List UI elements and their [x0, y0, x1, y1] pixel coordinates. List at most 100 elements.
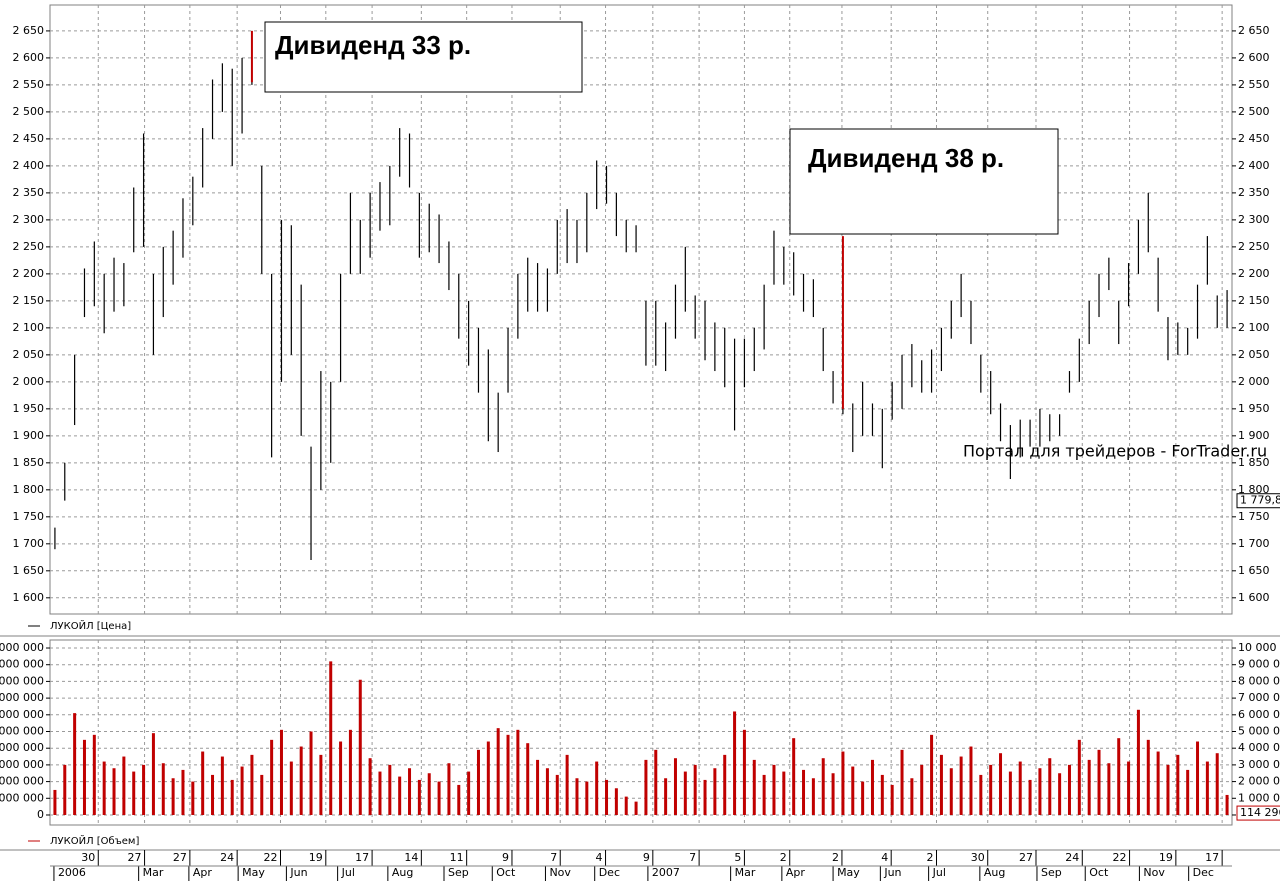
- volume-bar: [585, 781, 589, 815]
- volume-bar: [388, 764, 392, 815]
- month-label: Sep: [448, 866, 469, 879]
- y-tick-label: 2 600: [13, 51, 45, 64]
- y-tick-label: 3 000 000: [1238, 758, 1280, 771]
- x-tick-label: 2: [927, 851, 934, 864]
- y-tick-label: 1 600: [13, 591, 45, 604]
- volume-bar: [102, 761, 106, 815]
- volume-bar: [181, 769, 185, 815]
- month-label: Aug: [984, 866, 1005, 879]
- y-tick-label: 1 750: [13, 510, 45, 523]
- volume-bar: [289, 761, 293, 815]
- volume-bar: [378, 771, 382, 815]
- month-label: Sep: [1041, 866, 1062, 879]
- volume-bar: [555, 774, 559, 815]
- volume-bar: [1117, 738, 1121, 815]
- y-tick-label: 2 600: [1238, 51, 1270, 64]
- volume-bar: [979, 774, 983, 815]
- y-tick-label: 10 000 000: [1238, 641, 1280, 654]
- y-tick-label: 2 250: [1238, 240, 1270, 253]
- volume-bar: [821, 758, 825, 815]
- x-tick-label: 2: [832, 851, 839, 864]
- volume-bar: [329, 661, 333, 815]
- volume-bar: [457, 784, 461, 815]
- y-tick-label: 2 650: [13, 24, 45, 37]
- x-tick-label: 14: [404, 851, 418, 864]
- y-tick-label: 2 200: [13, 267, 45, 280]
- y-tick-label: 8 000 000: [0, 674, 44, 687]
- y-tick-label: 1 950: [1238, 402, 1270, 415]
- plot-frame: [49, 639, 1233, 826]
- y-tick-label: 1 000 000: [1238, 791, 1280, 804]
- volume-bar: [870, 759, 874, 815]
- volume-bar: [368, 758, 372, 815]
- volume-bar: [151, 733, 155, 815]
- month-label: Jul: [932, 866, 946, 879]
- x-tick-label: 24: [1065, 851, 1079, 864]
- volume-bar: [1156, 751, 1160, 815]
- month-label: Nov: [1143, 866, 1165, 879]
- last-value-label: 114 296: [1240, 806, 1280, 819]
- volume-bar: [742, 729, 746, 815]
- y-tick-label: 2 500: [1238, 105, 1270, 118]
- y-tick-label: 2 500: [13, 105, 45, 118]
- volume-bar: [279, 729, 283, 815]
- y-tick-label: 7 000 000: [1238, 691, 1280, 704]
- volume-bar: [516, 729, 520, 815]
- volume-bar: [949, 768, 953, 815]
- volume-bar: [260, 774, 264, 815]
- x-tick-label: 19: [309, 851, 323, 864]
- volume-bar: [398, 776, 402, 815]
- volume-bar: [92, 734, 96, 815]
- y-tick-label: 2 550: [13, 78, 45, 91]
- month-label: Dec: [599, 866, 620, 879]
- month-label: Mar: [735, 866, 756, 879]
- volume-bar: [230, 779, 234, 815]
- legend-label: ЛУКОЙЛ [Объем]: [50, 834, 139, 847]
- y-tick-label: 2 650: [1238, 24, 1270, 37]
- volume-bar: [348, 729, 352, 815]
- month-label: Apr: [193, 866, 213, 879]
- month-label: 2007: [652, 866, 680, 879]
- x-tick-label: 30: [971, 851, 985, 864]
- month-label: Jun: [883, 866, 901, 879]
- volume-bar: [861, 781, 865, 815]
- volume-bar: [841, 751, 845, 815]
- y-tick-label: 1 950: [13, 402, 45, 415]
- y-tick-label: 1 700: [13, 537, 45, 550]
- x-tick-label: 17: [1205, 851, 1219, 864]
- y-tick-label: 2 300: [13, 213, 45, 226]
- x-tick-label: 27: [1019, 851, 1033, 864]
- y-tick-label: 1 900: [13, 429, 45, 442]
- volume-bar: [959, 756, 963, 815]
- volume-bar: [634, 801, 638, 815]
- month-label: Apr: [786, 866, 806, 879]
- y-tick-label: 5 000 000: [1238, 724, 1280, 737]
- x-tick-label: 9: [502, 851, 509, 864]
- volume-bar: [1136, 709, 1140, 815]
- volume-bar: [1127, 761, 1131, 815]
- volume-bar: [654, 749, 658, 815]
- y-tick-label: 6 000 000: [1238, 708, 1280, 721]
- volume-bar: [476, 749, 480, 815]
- x-tick-label: 27: [173, 851, 187, 864]
- volume-bar: [427, 773, 431, 815]
- volume-bar: [250, 754, 254, 815]
- y-tick-label: 4 000 000: [1238, 741, 1280, 754]
- volume-bar: [989, 764, 993, 815]
- volume-bar: [417, 779, 421, 815]
- x-tick-label: 2: [780, 851, 787, 864]
- month-label: Oct: [1089, 866, 1109, 879]
- x-tick-label: 5: [734, 851, 741, 864]
- volume-bar: [723, 754, 727, 815]
- volume-bar: [1058, 773, 1062, 815]
- month-label: May: [837, 866, 860, 879]
- volume-bar: [506, 734, 510, 815]
- y-tick-label: 1 850: [1238, 456, 1270, 469]
- volume-bar: [270, 739, 274, 815]
- volume-bar: [132, 771, 136, 815]
- y-tick-label: 2 000 000: [0, 775, 44, 788]
- y-tick-label: 2 400: [13, 159, 45, 172]
- volume-bar: [693, 764, 697, 815]
- volume-bar: [1077, 739, 1081, 815]
- x-tick-label: 24: [220, 851, 234, 864]
